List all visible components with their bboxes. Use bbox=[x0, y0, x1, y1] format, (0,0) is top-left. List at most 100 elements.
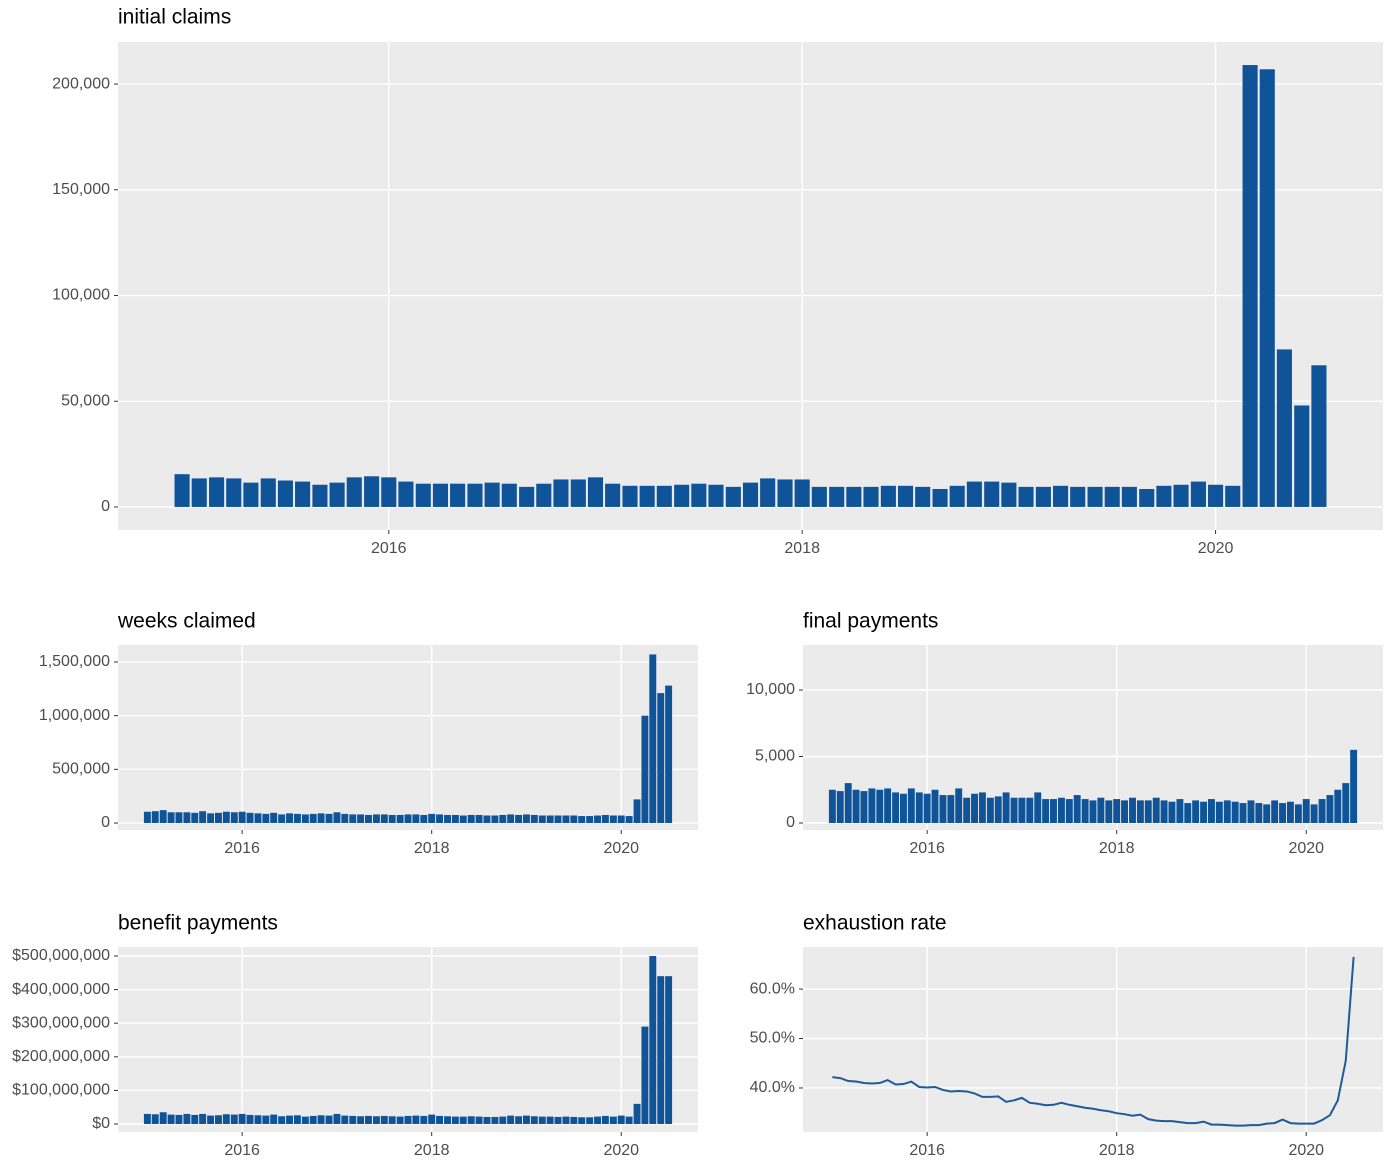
bar bbox=[341, 1115, 349, 1125]
bar bbox=[1152, 797, 1160, 824]
bar bbox=[246, 1114, 254, 1125]
bar bbox=[605, 483, 621, 507]
x-tick-label: 2018 bbox=[784, 540, 820, 557]
bar bbox=[432, 483, 448, 507]
x-tick-label: 2020 bbox=[1288, 1142, 1324, 1159]
bar bbox=[570, 479, 586, 507]
bar bbox=[1121, 800, 1129, 824]
bar bbox=[536, 483, 552, 507]
bar bbox=[955, 788, 963, 824]
bar bbox=[1034, 792, 1042, 824]
bar bbox=[415, 483, 431, 507]
bar bbox=[222, 811, 230, 824]
bar bbox=[1081, 799, 1089, 824]
bar bbox=[475, 814, 483, 824]
bar bbox=[1176, 799, 1184, 824]
bar bbox=[301, 1116, 309, 1125]
y-tick-label: 200,000 bbox=[52, 75, 110, 92]
bar bbox=[578, 816, 586, 824]
bar bbox=[609, 815, 617, 824]
bar bbox=[1121, 486, 1137, 507]
bar bbox=[876, 789, 884, 824]
bar bbox=[1294, 405, 1310, 507]
y-tick-label: 500,000 bbox=[52, 761, 110, 778]
bar bbox=[915, 486, 931, 507]
bar bbox=[1156, 485, 1172, 507]
bar bbox=[649, 654, 657, 824]
bar bbox=[570, 1116, 578, 1125]
bar bbox=[915, 792, 923, 824]
bar bbox=[742, 482, 759, 507]
bar bbox=[262, 813, 270, 824]
bar bbox=[436, 814, 444, 824]
bar bbox=[1087, 486, 1103, 507]
bar bbox=[625, 816, 633, 824]
bar bbox=[260, 478, 276, 507]
y-tick-label: 0 bbox=[101, 498, 110, 515]
bar bbox=[523, 1115, 530, 1125]
bar bbox=[691, 483, 707, 507]
y-tick-label: 1,000,000 bbox=[39, 707, 110, 724]
bar bbox=[151, 1114, 159, 1125]
bar bbox=[1225, 485, 1241, 507]
bar bbox=[278, 814, 286, 824]
bar bbox=[214, 1115, 222, 1125]
bar bbox=[372, 1116, 380, 1125]
bar bbox=[665, 685, 673, 824]
bar bbox=[499, 1116, 507, 1125]
bar bbox=[884, 788, 892, 824]
bar bbox=[1073, 795, 1081, 824]
bar bbox=[333, 1113, 341, 1125]
bar bbox=[1242, 65, 1258, 507]
bar bbox=[1255, 803, 1263, 824]
bar bbox=[346, 477, 362, 507]
bar bbox=[329, 482, 345, 507]
bar bbox=[293, 813, 301, 824]
bar bbox=[467, 814, 475, 824]
chart-title: weeks claimed bbox=[117, 610, 256, 633]
bar bbox=[1018, 797, 1026, 824]
bar bbox=[199, 811, 207, 824]
bar bbox=[365, 1115, 372, 1125]
bar bbox=[1001, 482, 1017, 507]
x-tick-label: 2016 bbox=[909, 1142, 945, 1159]
y-tick-label: $0 bbox=[92, 1115, 110, 1132]
bar bbox=[341, 813, 349, 824]
x-tick-label: 2020 bbox=[603, 1142, 639, 1159]
x-tick-label: 2016 bbox=[371, 540, 407, 557]
bar bbox=[277, 480, 293, 507]
bar bbox=[159, 1112, 167, 1125]
bar bbox=[475, 1116, 483, 1125]
bar bbox=[317, 1115, 325, 1125]
bar bbox=[357, 814, 365, 824]
bar bbox=[1053, 485, 1069, 507]
bar bbox=[907, 788, 915, 824]
bar bbox=[971, 793, 978, 824]
bar bbox=[1231, 801, 1239, 824]
bar bbox=[899, 793, 907, 824]
bar bbox=[1113, 799, 1121, 824]
bar bbox=[515, 814, 523, 824]
bar bbox=[1002, 792, 1010, 824]
bar bbox=[1192, 800, 1200, 824]
bar bbox=[175, 812, 183, 824]
bar bbox=[1168, 801, 1176, 824]
bar bbox=[293, 1115, 301, 1125]
bar bbox=[665, 976, 673, 1125]
bar bbox=[587, 477, 604, 507]
bar bbox=[546, 815, 554, 824]
bar bbox=[1223, 800, 1231, 824]
bar bbox=[923, 793, 931, 824]
bar bbox=[301, 814, 309, 824]
bar bbox=[515, 1116, 523, 1125]
bar bbox=[254, 813, 262, 824]
bar bbox=[451, 1116, 459, 1125]
bar bbox=[836, 791, 844, 824]
bar bbox=[562, 815, 570, 824]
bar bbox=[708, 484, 724, 507]
bar bbox=[641, 715, 649, 824]
bar bbox=[966, 481, 982, 507]
y-tick-label: $100,000,000 bbox=[12, 1082, 110, 1099]
bar bbox=[892, 792, 900, 824]
